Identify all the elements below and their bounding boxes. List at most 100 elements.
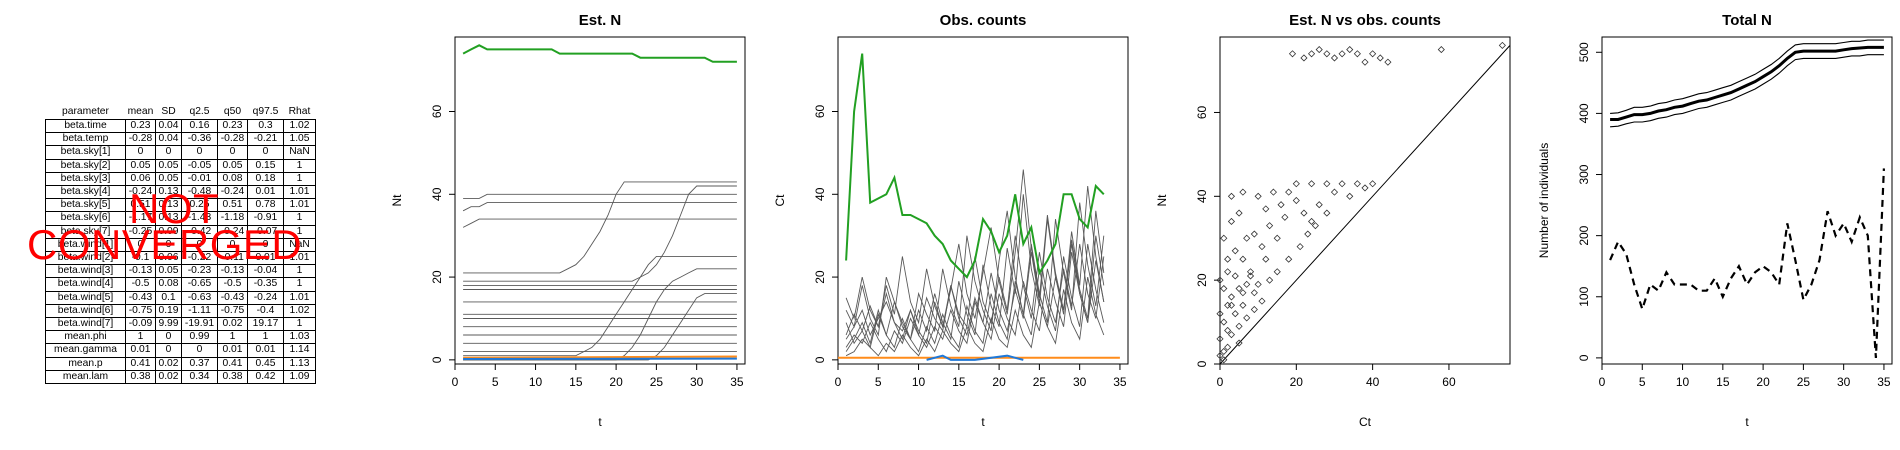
scatter-point — [1224, 326, 1232, 335]
scatter-point — [1346, 192, 1354, 200]
table-cell: 1 — [283, 224, 316, 239]
highlight-series-line — [463, 355, 737, 359]
table-cell: 0.15 — [247, 158, 284, 173]
table-cell: 0.99 — [181, 330, 218, 345]
table-cell: 1.03 — [283, 330, 316, 345]
scatter-point — [1243, 280, 1251, 288]
scatter-point — [1361, 184, 1369, 192]
y-tick-label: 300 — [1577, 164, 1591, 184]
y-tick-label: 40 — [430, 187, 444, 201]
table-cell: 1.01 — [283, 290, 316, 305]
table-cell: 1 — [283, 171, 316, 187]
y-tick-label: 400 — [1577, 103, 1591, 123]
x-tick-label: 5 — [875, 375, 882, 389]
table-cell: -0.23 — [181, 264, 218, 279]
series-line — [845, 243, 1105, 353]
scatter-point — [1254, 192, 1262, 200]
x-tick-label: 30 — [690, 375, 704, 389]
reference-line-y-equals-x — [1219, 45, 1511, 365]
x-tick-label: 20 — [1756, 375, 1770, 389]
table-row: beta.sky[6] -1.17 0.13 -1.43 -1.18 -0.91 1 — [45, 211, 316, 226]
table-cell: -0.25 — [125, 224, 156, 239]
scatter-point — [1227, 192, 1236, 200]
scatter-point — [1338, 180, 1346, 188]
table-row: beta.wind[2] -0.1 0.06 -0.22 -0.11 0.01 1.01 — [45, 251, 316, 266]
table-row: beta.sky[3] 0.06 0.05 -0.01 0.08 0.18 1 — [45, 171, 316, 187]
scatter-point — [1246, 268, 1255, 276]
table-cell: 0.04 — [155, 118, 182, 134]
table-cell: 1.02 — [283, 118, 316, 134]
table-cell: NaN — [283, 237, 316, 253]
scatter-point — [1292, 196, 1300, 205]
chart-panel-3: Est. N vs obs. counts Ct Nt 0 20 40 60 0 20 40 60 — [1155, 12, 1511, 429]
table-cell: beta.wind[1] — [45, 237, 126, 253]
chart-title: Est. N — [579, 12, 622, 29]
scatter-point — [1224, 343, 1232, 351]
table-cell: 1.05 — [283, 132, 316, 147]
table-row: beta.wind[5] -0.43 0.1 -0.63 -0.43 -0.24 1.01 — [45, 290, 316, 305]
scatter-point — [1292, 180, 1300, 188]
table-row: mean.gamma 0.01 0 0 0.01 0.01 1.14 — [45, 343, 316, 358]
scatter-point — [1369, 180, 1377, 188]
table-row: beta.wind[6] -0.75 0.19 -1.11 -0.75 -0.4 1.02 — [45, 303, 316, 319]
scatter-point — [1250, 305, 1258, 314]
highlight-series-line — [845, 53, 1105, 279]
scatter-point — [1239, 289, 1247, 297]
x-tick-label: 60 — [1442, 375, 1456, 389]
table-cell: 0.05 — [155, 264, 182, 279]
scatter-point — [1258, 297, 1266, 305]
series-line — [845, 202, 1105, 341]
x-tick-label: 10 — [912, 375, 926, 389]
x-tick-label: 35 — [1877, 375, 1891, 389]
y-axis-label: Number of individuals — [1537, 143, 1551, 258]
summary-table: parameter mean SD q2.5 q50 q97.5 Rhat beta.tim… — [45, 106, 316, 385]
scatter-point — [1227, 217, 1236, 226]
table-cell: 0 — [181, 237, 218, 253]
x-axis-label: Ct — [1359, 415, 1372, 429]
scatter-point — [1227, 301, 1236, 309]
y-tick-label: 60 — [430, 105, 444, 119]
scatter-point — [1277, 201, 1285, 209]
series-line — [845, 194, 1105, 349]
scatter-point — [1220, 284, 1228, 293]
table-cell: -0.36 — [181, 132, 218, 147]
scatter-point — [1353, 180, 1361, 188]
column-header-4: q50 — [223, 106, 242, 118]
scatter-point — [1384, 58, 1392, 66]
series-line-solid-thin-lower — [1610, 54, 1884, 128]
scatter-point — [1498, 41, 1506, 49]
plot-frame — [1219, 36, 1511, 365]
table-row: beta.wind[4] -0.5 0.08 -0.65 -0.5 -0.35 1 — [45, 277, 316, 292]
chart-title: Total N — [1722, 12, 1772, 29]
scatter-point — [1216, 335, 1224, 343]
scatter-point — [1243, 234, 1251, 242]
x-tick-label: 25 — [1797, 375, 1811, 389]
table-cell: beta.sky[7] — [45, 224, 126, 239]
series-line — [845, 235, 1105, 353]
y-tick-label: 100 — [1577, 286, 1591, 306]
scatter-point — [1311, 222, 1319, 230]
summary-header-row: parameter mean SD q2.5 q50 q97.5 Rhat — [46, 106, 316, 120]
table-cell: 0.41 — [125, 356, 156, 371]
x-tick-label: 30 — [1837, 375, 1851, 389]
y-tick-label: 60 — [813, 105, 827, 119]
scatter-point — [1300, 54, 1308, 62]
y-tick-label: 20 — [1195, 273, 1209, 287]
scatter-point — [1243, 314, 1251, 322]
scatter-point — [1266, 222, 1274, 230]
table-cell: 0.05 — [217, 158, 248, 173]
scatter-point — [1266, 276, 1274, 284]
scatter-point — [1285, 188, 1293, 196]
scatter-point — [1262, 205, 1270, 213]
series-line — [463, 255, 737, 357]
table-cell: 1.09 — [283, 369, 316, 385]
scatter-point — [1231, 247, 1239, 255]
scatter-point — [1220, 356, 1228, 364]
table-cell: 0 — [125, 237, 156, 253]
scatter-point — [1330, 188, 1339, 196]
chart-title: Obs. counts — [940, 12, 1027, 29]
table-cell: 1.01 — [283, 185, 316, 200]
scatter-point — [1224, 301, 1232, 309]
scatter-point — [1235, 284, 1243, 293]
x-tick-label: 30 — [1073, 375, 1087, 389]
